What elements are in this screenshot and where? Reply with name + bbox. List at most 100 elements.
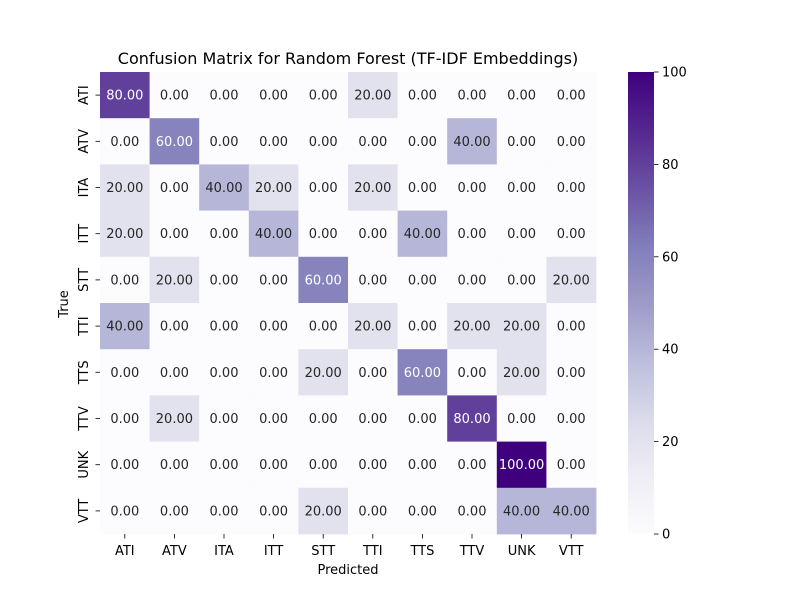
heatmap-cell <box>199 72 250 119</box>
cell-value-label: 0.00 <box>309 181 338 196</box>
y-tick-label: TTI <box>77 316 92 337</box>
heatmap-cell <box>546 349 597 396</box>
cell-value-label: 0.00 <box>557 458 586 473</box>
cell-value-label: 20.00 <box>354 89 391 104</box>
heatmap-cell <box>248 210 299 258</box>
colorbar-tick-label: 60 <box>662 250 679 265</box>
cell-value-label: 20.00 <box>156 273 193 288</box>
cell-value-label: 0.00 <box>408 458 437 473</box>
cell-value-label: 0.00 <box>358 227 387 242</box>
heatmap-cell <box>149 487 200 535</box>
cell-value-label: 0.00 <box>160 366 189 381</box>
cell-value-label: 40.00 <box>205 181 242 196</box>
heatmap-cell <box>348 303 398 350</box>
heatmap-cell <box>496 441 547 489</box>
colorbar: 0 20 40 60 80 100 <box>628 66 687 543</box>
colorbar-gradient <box>628 72 654 534</box>
heatmap-cell <box>496 487 547 535</box>
x-axis: ATI ATV ITA ITT STT TTI TTS TTV UNK VTT <box>115 534 584 559</box>
x-tick-label: STT <box>311 544 335 559</box>
cell-value-label: 0.00 <box>507 135 536 150</box>
cell-value-label: 0.00 <box>210 412 239 427</box>
cell-value-label: 0.00 <box>358 504 387 519</box>
cell-value-label: 0.00 <box>160 89 189 104</box>
heatmap-cell <box>298 441 349 489</box>
cell-value-label: 0.00 <box>358 366 387 381</box>
cell-value-label: 0.00 <box>110 273 139 288</box>
cell-value-label: 0.00 <box>557 135 586 150</box>
colorbar-tick-label: 100 <box>662 66 687 81</box>
cell-value-label: 20.00 <box>453 320 490 335</box>
heatmap-cell <box>546 256 597 304</box>
cell-value-label: 0.00 <box>458 227 487 242</box>
heatmap-cell <box>100 256 150 304</box>
cell-value-label: 20.00 <box>503 320 540 335</box>
heatmap-cell <box>496 72 547 119</box>
heatmap-cell <box>298 210 349 258</box>
cell-value-label: 0.00 <box>358 135 387 150</box>
cell-value-label: 0.00 <box>358 412 387 427</box>
heatmap-cell <box>149 256 200 304</box>
cell-value-label: 0.00 <box>557 320 586 335</box>
cell-value-label: 0.00 <box>210 135 239 150</box>
heatmap-cell <box>248 487 299 535</box>
cell-value-label: 40.00 <box>255 227 292 242</box>
heatmap-cell <box>298 72 349 119</box>
colorbar-tick-label: 0 <box>662 528 670 543</box>
heatmap-cell <box>397 210 448 258</box>
cell-value-label: 0.00 <box>309 412 338 427</box>
heatmap-cell <box>397 256 448 304</box>
heatmap-cell <box>447 303 498 350</box>
cell-value-label: 20.00 <box>255 181 292 196</box>
cell-value-label: 0.00 <box>557 89 586 104</box>
heatmap-cell <box>199 164 250 211</box>
y-axis-label: True <box>57 290 72 319</box>
cell-value-label: 0.00 <box>110 366 139 381</box>
cell-value-label: 0.00 <box>160 181 189 196</box>
heatmap-cell <box>100 72 150 119</box>
cell-value-label: 0.00 <box>507 412 536 427</box>
x-axis-label: Predicted <box>317 563 378 578</box>
cell-value-label: 40.00 <box>503 504 540 519</box>
heatmap-cell <box>248 118 299 165</box>
colorbar-tick-label: 40 <box>662 343 679 358</box>
heatmap-cell <box>348 118 398 165</box>
cell-value-label: 0.00 <box>160 504 189 519</box>
y-tick-label: VTT <box>77 499 92 524</box>
heatmap-cell <box>248 72 299 119</box>
cell-value-label: 0.00 <box>507 89 536 104</box>
heatmap-cell <box>348 164 398 211</box>
heatmap-cell <box>496 118 547 165</box>
heatmap-cell <box>199 118 250 165</box>
x-tick-label: UNK <box>508 544 536 559</box>
cell-value-label: 0.00 <box>507 273 536 288</box>
heatmap-cell <box>496 256 547 304</box>
heatmap-cell <box>298 395 349 442</box>
cell-value-label: 40.00 <box>106 320 143 335</box>
cell-value-label: 0.00 <box>408 412 437 427</box>
x-tick-label: ATI <box>115 544 135 559</box>
heatmap-cell <box>447 487 498 535</box>
heatmap-cell <box>199 441 250 489</box>
cell-value-label: 0.00 <box>210 227 239 242</box>
heatmap-cell <box>248 349 299 396</box>
cell-value-label: 20.00 <box>503 366 540 381</box>
heatmap-cell <box>149 164 200 211</box>
colorbar-tick-label: 80 <box>662 158 679 173</box>
heatmap-cell <box>248 256 299 304</box>
heatmap-cell <box>447 164 498 211</box>
cell-value-label: 0.00 <box>408 181 437 196</box>
cell-value-label: 60.00 <box>305 273 342 288</box>
heatmap-cell <box>149 441 200 489</box>
cell-value-label: 0.00 <box>309 89 338 104</box>
cell-value-label: 0.00 <box>557 366 586 381</box>
cell-value-label: 0.00 <box>259 458 288 473</box>
heatmap-cell <box>248 441 299 489</box>
cell-value-label: 0.00 <box>358 458 387 473</box>
cell-value-label: 60.00 <box>404 366 441 381</box>
cell-value-label: 0.00 <box>160 227 189 242</box>
heatmap-cell <box>149 303 200 350</box>
heatmap-cell <box>100 487 150 535</box>
cell-value-label: 0.00 <box>259 412 288 427</box>
